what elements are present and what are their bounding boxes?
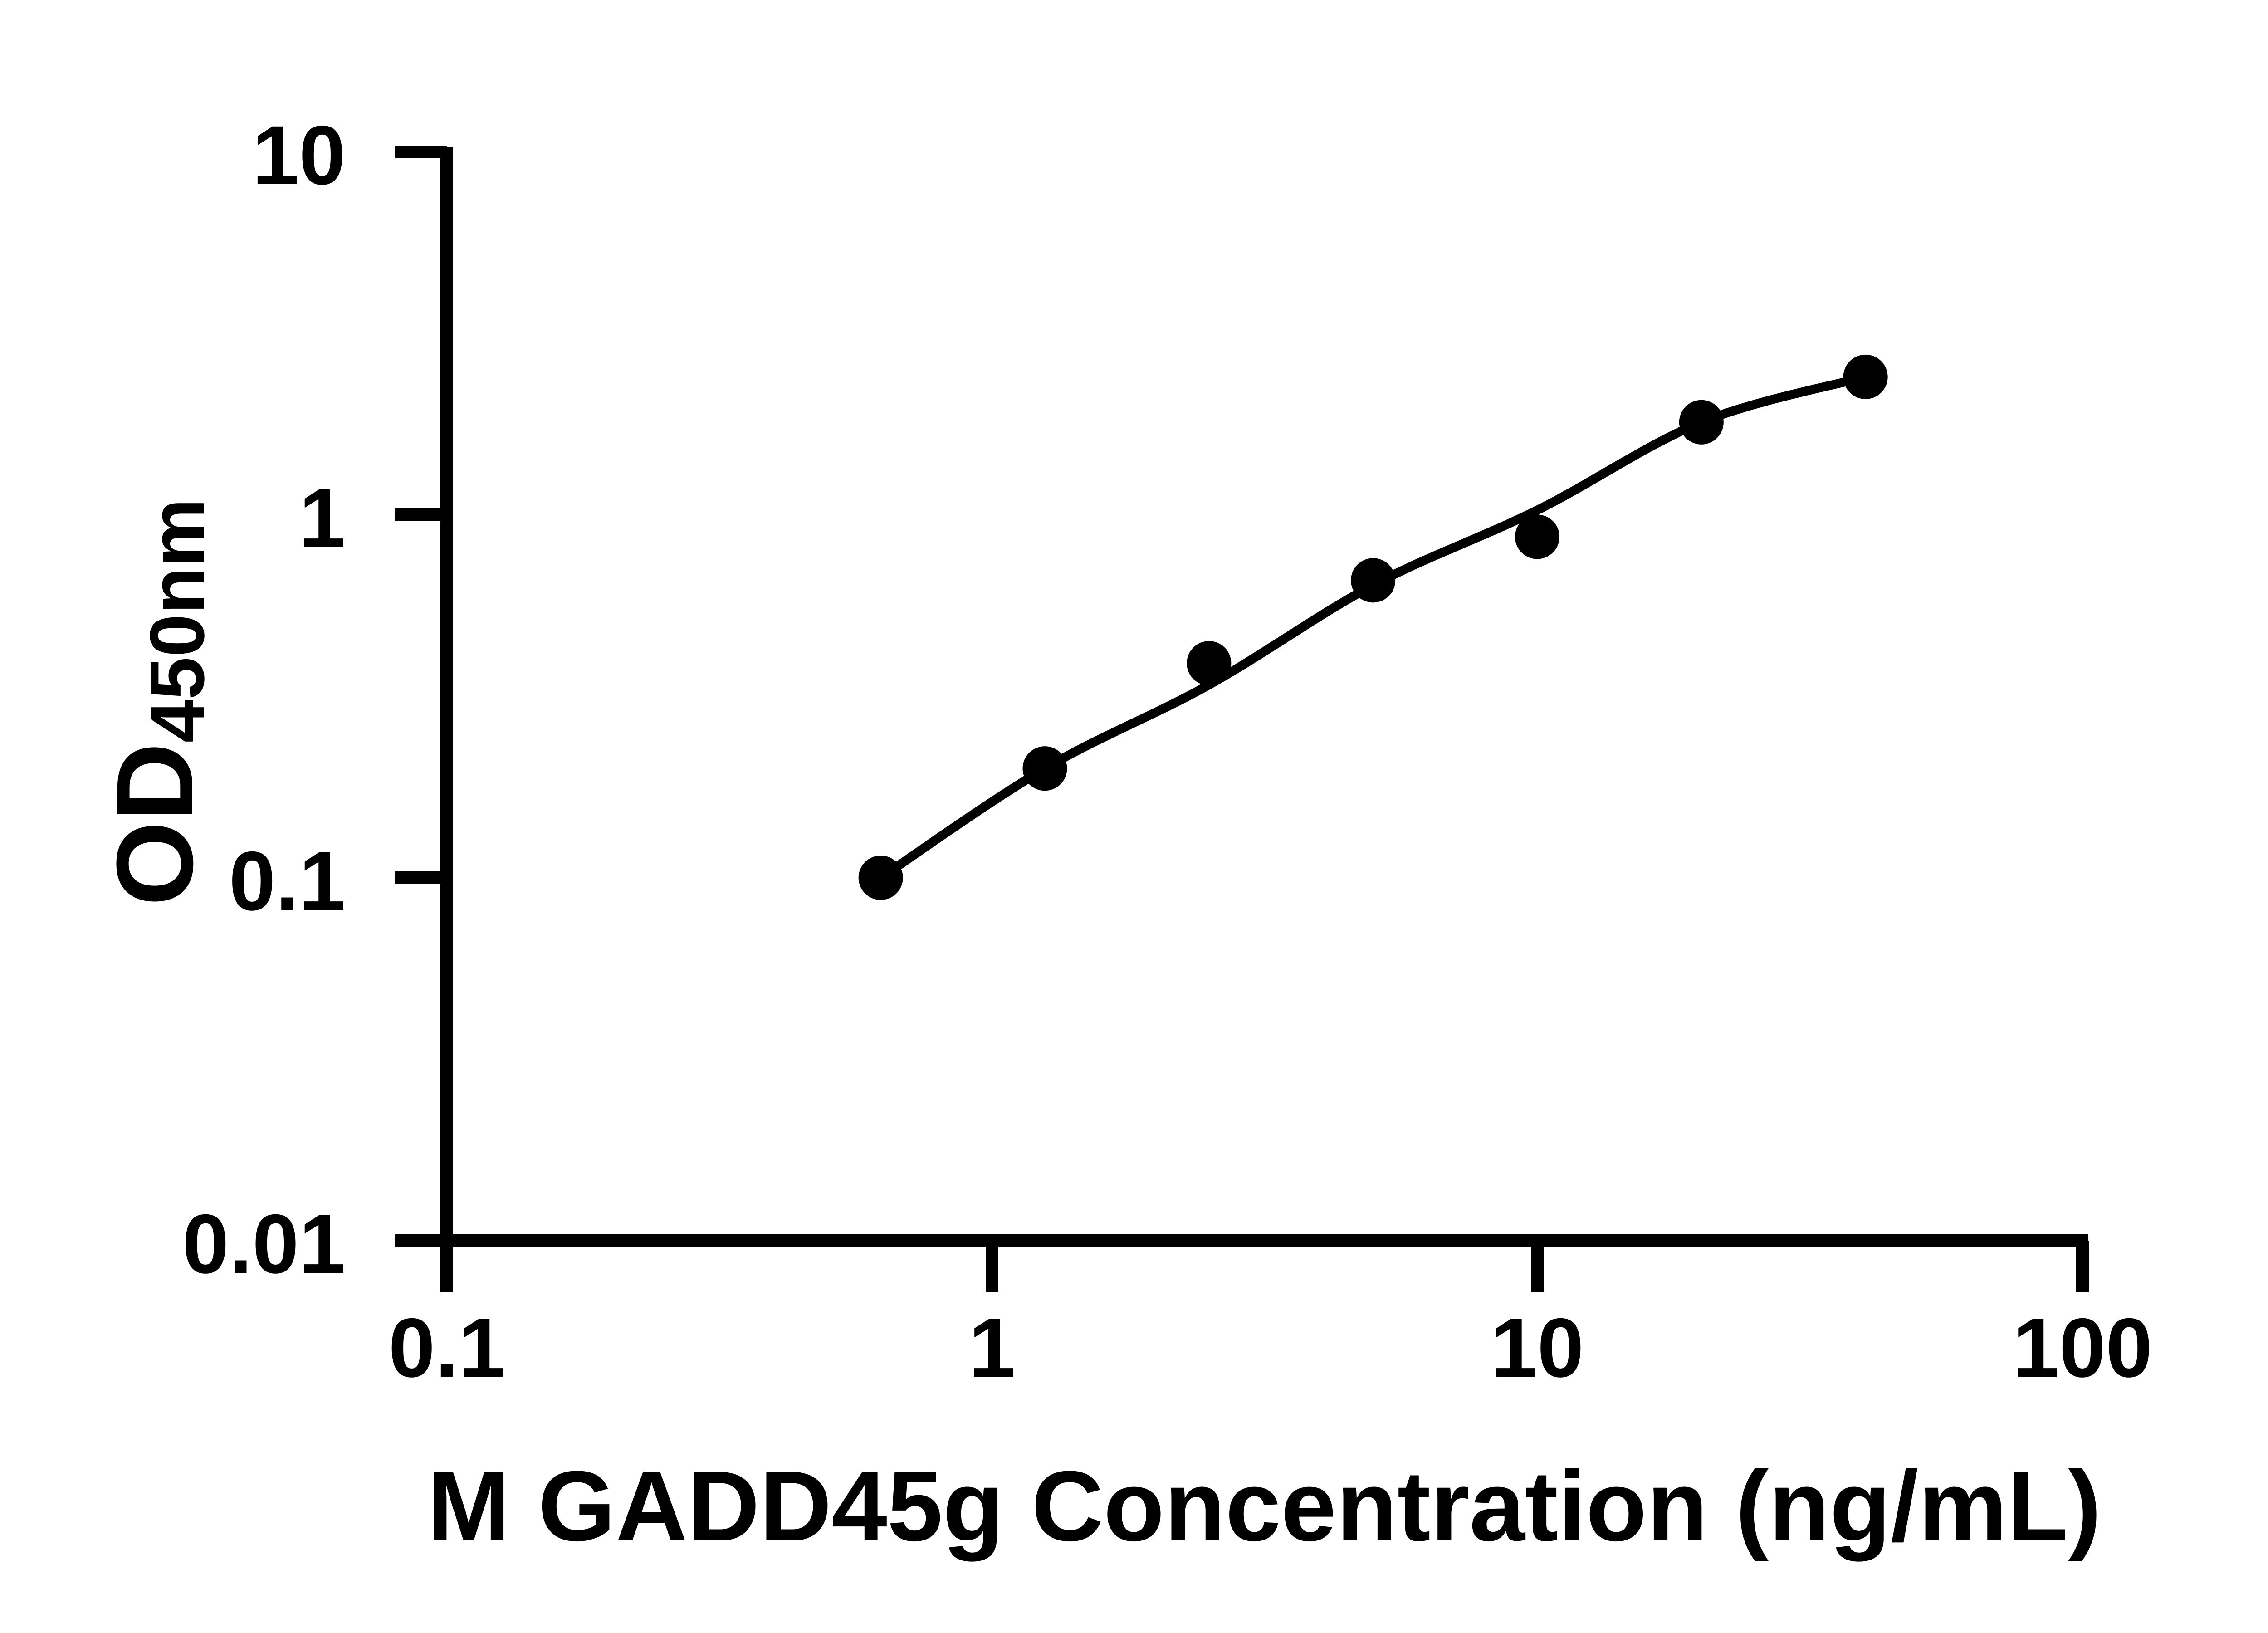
- x-tick-label: 0.1: [388, 1301, 505, 1395]
- data-points: [858, 354, 1888, 900]
- y-tick-label: 0.1: [229, 835, 346, 928]
- x-tick-label: 10: [1491, 1301, 1584, 1395]
- tick-marks: [395, 146, 2089, 1292]
- y-axis-title: OD450nm: [94, 499, 220, 906]
- tick-labels: 10 1 0.1 0.01 0.1 1 10 100: [182, 109, 2152, 1395]
- data-point-marker: [1187, 641, 1232, 686]
- y-axis-title-subscript: 450nm: [134, 499, 220, 743]
- x-axis-title: M GADD45g Concentration (ng/mL): [427, 1450, 2101, 1562]
- data-point-marker: [1679, 400, 1724, 445]
- fit-curve: [876, 372, 1870, 882]
- axes: [440, 147, 2088, 1247]
- data-point-marker: [1351, 558, 1396, 603]
- data-point-marker: [1843, 354, 1888, 399]
- data-point-marker: [858, 856, 903, 900]
- y-tick-label: 0.01: [182, 1198, 346, 1291]
- data-point-marker: [1022, 746, 1067, 791]
- data-point-marker: [1515, 514, 1559, 559]
- y-axis-title-main: OD: [94, 743, 215, 906]
- x-tick-label: 1: [969, 1301, 1016, 1395]
- y-tick-label: 10: [252, 109, 346, 202]
- y-tick-label: 1: [299, 472, 346, 565]
- x-tick-label: 100: [2013, 1301, 2153, 1395]
